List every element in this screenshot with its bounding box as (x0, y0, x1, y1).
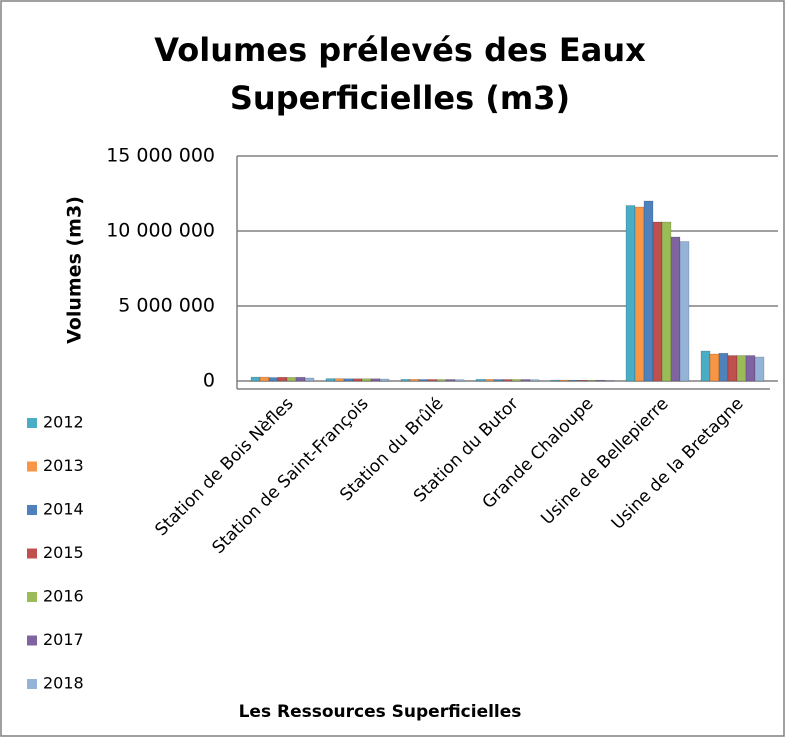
bar (700, 350, 711, 382)
bar (568, 379, 579, 382)
bar (520, 379, 531, 382)
bar (352, 378, 363, 382)
bar (436, 379, 447, 382)
legend-label: 2013 (43, 456, 84, 475)
bar (511, 379, 522, 382)
legend-label: 2017 (43, 630, 84, 649)
bar (379, 378, 390, 382)
y-tick-label: 15 000 000 (106, 145, 215, 167)
bar (370, 378, 381, 382)
bar (559, 379, 570, 382)
bar (250, 376, 261, 382)
bar (304, 377, 315, 382)
bar (427, 379, 438, 382)
bar (268, 377, 279, 382)
bar (361, 378, 372, 382)
legend-label: 2018 (43, 674, 84, 693)
legend-swatch (27, 461, 37, 472)
bar (454, 379, 465, 382)
bar (679, 241, 690, 382)
y-axis-label: Volumes (m3) (64, 196, 86, 344)
legend-label: 2012 (43, 413, 84, 432)
bar (577, 379, 588, 382)
bar (661, 221, 672, 382)
bar (286, 377, 297, 382)
bar (625, 205, 636, 382)
bar (586, 379, 597, 382)
bar (493, 379, 504, 382)
legend-label: 2014 (43, 500, 84, 519)
y-tick-label: 5 000 000 (118, 295, 215, 317)
bar (277, 376, 288, 382)
bar (670, 236, 681, 382)
bar (529, 379, 540, 382)
bar (259, 376, 270, 382)
legend-swatch (27, 679, 37, 689)
legend-label: 2015 (43, 543, 84, 562)
bar (475, 379, 486, 382)
bar (709, 353, 720, 382)
legend-swatch (27, 505, 37, 515)
x-axis-label: Les Ressources Superficielles (239, 702, 522, 722)
legend-swatch (27, 592, 37, 602)
bar (754, 356, 765, 382)
bar (334, 378, 345, 382)
legend-swatch (27, 548, 37, 559)
chart-title: Volumes prélevés des Eaux Superficielles … (154, 31, 646, 117)
bar (718, 352, 729, 382)
legend-swatch (27, 635, 37, 646)
y-tick-label: 0 (203, 370, 215, 392)
bar (634, 206, 645, 382)
bar (595, 379, 606, 382)
bar (295, 376, 306, 382)
bar (400, 379, 411, 382)
bar (409, 379, 420, 382)
legend-label: 2016 (43, 587, 84, 606)
bar (550, 379, 561, 382)
bar (604, 380, 615, 382)
bar (418, 379, 429, 382)
y-tick-label: 10 000 000 (106, 220, 215, 242)
bar (502, 379, 513, 382)
legend-swatch (27, 418, 37, 428)
bar (727, 355, 738, 382)
bar (745, 355, 756, 382)
bar (652, 221, 663, 382)
bar (325, 378, 336, 382)
bar (484, 379, 495, 382)
bar (343, 378, 354, 382)
bar (445, 379, 456, 382)
bar (736, 355, 747, 382)
bar (643, 200, 654, 382)
